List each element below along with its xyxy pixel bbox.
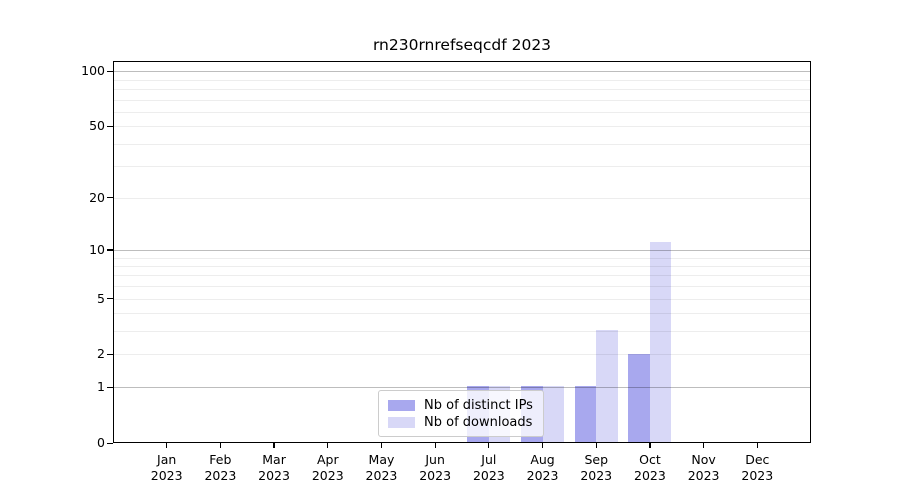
legend-label-downloads: Nb of downloads (424, 414, 533, 430)
x-tick-may (380, 443, 383, 448)
x-tick-aug (541, 443, 544, 448)
gridline-major-y-100 (114, 71, 810, 73)
y-tick-label-0: 0 (97, 435, 105, 450)
x-tick-dec (756, 443, 758, 448)
legend: Nb of distinct IPs Nb of downloads (378, 390, 544, 437)
bar-downloads-aug (542, 386, 564, 442)
y-tick-label-10: 10 (89, 241, 105, 257)
gridline-minor-y-9 (114, 257, 810, 259)
x-tick-label-mar: Mar 2023 (258, 452, 290, 483)
x-tick-label-jun: Jun 2023 (419, 452, 452, 483)
x-tick-label-nov: Nov 2023 (687, 452, 720, 483)
legend-row-distinct-ips: Nb of distinct IPs (388, 397, 535, 413)
x-tick-mar (273, 443, 275, 448)
gridline-major-y-1 (114, 387, 810, 389)
y-tick-10 (107, 249, 113, 251)
y-tick-2 (107, 353, 113, 356)
gridline-minor-y-70 (114, 99, 810, 101)
y-tick-100 (107, 70, 113, 72)
x-tick-sep (595, 443, 597, 448)
gridline-minor-y-3 (114, 331, 810, 333)
y-tick-50 (107, 125, 113, 127)
bar-downloads-oct (649, 241, 672, 442)
gridline-minor-y-50 (114, 126, 810, 128)
y-tick-label-100: 100 (81, 63, 105, 79)
bar-distinct-ips-sep (574, 386, 597, 442)
gridline-minor-y-2 (114, 354, 810, 356)
x-tick-apr (327, 443, 329, 448)
x-tick-label-sep: Sep 2023 (580, 452, 613, 483)
legend-label-distinct-ips: Nb of distinct IPs (424, 397, 533, 413)
gridline-major-y-10 (114, 249, 810, 251)
x-tick-label-oct: Oct 2023 (634, 452, 666, 483)
x-tick-oct (649, 443, 651, 448)
x-tick-label-may: May 2023 (365, 452, 398, 483)
x-tick-jun (434, 443, 436, 448)
y-tick-label-5: 5 (97, 290, 105, 306)
gridline-minor-y-80 (114, 88, 810, 90)
x-tick-label-aug: Aug 2023 (526, 452, 559, 483)
y-tick-label-50: 50 (89, 118, 105, 134)
chart-title: rn230rnrefseqcdf 2023 (372, 36, 552, 54)
gridline-minor-y-30 (114, 166, 810, 168)
legend-row-downloads: Nb of downloads (388, 414, 535, 430)
y-tick-0 (107, 442, 113, 444)
x-tick-jan (166, 443, 168, 448)
y-tick-label-20: 20 (89, 189, 105, 205)
legend-swatch-distinct-ips (388, 399, 415, 411)
gridline-minor-y-40 (114, 143, 810, 145)
gridline-minor-y-20 (114, 197, 810, 199)
y-tick-label-2: 2 (97, 346, 105, 362)
gridline-minor-y-6 (114, 286, 810, 288)
x-tick-label-feb: Feb 2023 (204, 452, 237, 483)
legend-swatch-downloads (388, 416, 415, 428)
gridline-minor-y-7 (114, 275, 810, 277)
gridline-minor-y-4 (114, 313, 810, 315)
gridline-minor-y-5 (114, 298, 810, 300)
y-tick-5 (107, 298, 113, 300)
gridline-minor-y-90 (114, 79, 810, 81)
y-tick-label-1: 1 (97, 379, 105, 395)
x-tick-jul (488, 443, 490, 448)
bar-downloads-sep (596, 330, 618, 442)
y-tick-1 (107, 386, 113, 388)
gridline-minor-y-60 (114, 111, 810, 113)
x-tick-label-dec: Dec 2023 (741, 452, 774, 483)
plot-area (113, 61, 811, 443)
bar-distinct-ips-oct (628, 353, 650, 442)
y-tick-20 (107, 197, 113, 199)
x-tick-label-jan: Jan 2023 (150, 452, 183, 483)
gridline-minor-y-8 (114, 265, 810, 267)
x-tick-feb (219, 443, 221, 448)
x-tick-label-apr: Apr 2023 (311, 452, 344, 483)
x-tick-nov (703, 443, 705, 448)
x-tick-label-jul: Jul 2023 (472, 452, 505, 483)
